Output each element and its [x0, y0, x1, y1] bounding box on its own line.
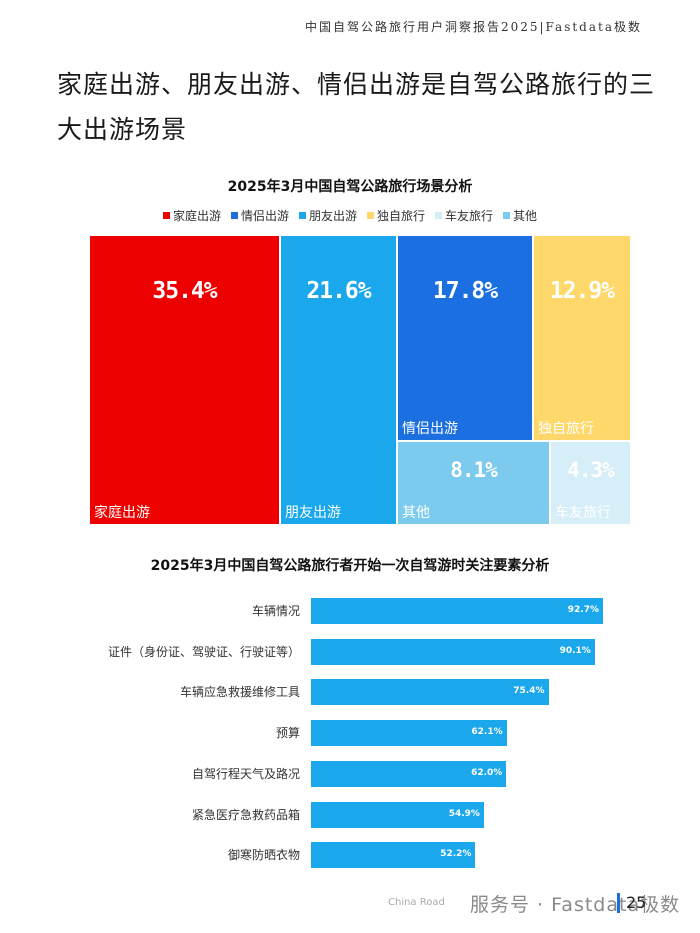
treemap-tile: 35.4% 家庭出游: [90, 236, 281, 526]
treemap-value-label: 21.6%: [306, 278, 371, 304]
legend-swatch: [435, 212, 443, 219]
treemap-title: 2025年3月中国自驾公路旅行场景分析: [227, 179, 473, 195]
treemap-legend: 家庭出游 情侣出游 朋友出游 独自旅行 车友旅行 其他: [0, 207, 700, 224]
bar: 75.4%: [311, 679, 549, 706]
treemap-value-label: 8.1%: [450, 458, 498, 482]
treemap-category-label: 情侣出游: [402, 421, 458, 437]
bar-category-label: 御寒防晒衣物: [227, 848, 300, 863]
treemap-value-label: 4.3%: [567, 458, 615, 482]
treemap-value-label: 17.8%: [432, 278, 498, 304]
treemap-tile: 12.9% 独自旅行: [534, 236, 632, 442]
legend-item: 其他: [503, 207, 537, 224]
treemap-category-label: 家庭出游: [94, 505, 150, 521]
bar-category-label: 车辆情况: [251, 604, 300, 618]
bar-row: 御寒防晒衣物 52.2%: [0, 842, 700, 869]
bar-category-label: 自驾行程天气及路况: [191, 766, 300, 781]
footer-report-name: China Road: [388, 897, 445, 908]
legend-swatch: [230, 212, 238, 219]
treemap-tile: 4.3% 车友旅行: [551, 442, 632, 526]
legend-item: 车友旅行: [435, 207, 493, 224]
treemap-tile: 17.8% 情侣出游: [398, 236, 534, 442]
bar-row: 预算 62.1%: [0, 720, 700, 747]
bar-value-label: 54.9%: [448, 808, 480, 819]
treemap-tile: 21.6% 朋友出游: [281, 236, 398, 526]
bar-value-label: 75.4%: [513, 686, 545, 697]
bar-category-label: 证件（身份证、驾驶证、行驶证等）: [107, 644, 300, 659]
bar-row: 自驾行程天气及路况 62.0%: [0, 760, 700, 787]
treemap-value-label: 12.9%: [549, 278, 615, 304]
page-headline: 家庭出游、朋友出游、情侣出游是自驾公路旅行的三大出游场景: [57, 70, 656, 144]
bar-chart-title: 2025年3月中国自驾公路旅行者开始一次自驾游时关注要素分析: [150, 558, 550, 574]
legend-label: 家庭出游: [172, 209, 221, 223]
treemap-tile: 8.1% 其他: [398, 442, 551, 526]
footer-watermark: 服务号 · Fastdata极数: [470, 894, 681, 916]
bar: 54.9%: [311, 801, 484, 828]
bar: 52.2%: [311, 842, 476, 869]
legend-label: 情侣出游: [240, 209, 289, 223]
legend-label: 车友旅行: [445, 209, 494, 223]
legend-swatch: [367, 212, 374, 219]
legend-label: 独自旅行: [377, 209, 426, 223]
bar-category-label: 车辆应急救援维修工具: [179, 685, 300, 700]
bar-row: 证件（身份证、驾驶证、行驶证等） 90.1%: [0, 638, 700, 665]
treemap-category-label: 车友旅行: [555, 505, 611, 521]
legend-swatch: [162, 212, 170, 219]
treemap-value-label: 35.4%: [152, 278, 217, 304]
legend-item: 情侣出游: [230, 207, 289, 224]
bar-row: 车辆情况 92.7%: [0, 598, 700, 624]
bar-row: 车辆应急救援维修工具 75.4%: [0, 679, 700, 706]
treemap-category-label: 独自旅行: [538, 421, 594, 437]
legend-item: 独自旅行: [367, 207, 425, 224]
bar-row: 紧急医疗急救药品箱 54.9%: [0, 801, 700, 828]
bar-value-label: 62.0%: [471, 767, 503, 778]
legend-item: 家庭出游: [162, 207, 221, 224]
bar: 62.1%: [311, 720, 507, 747]
bar-value-label: 90.1%: [559, 645, 591, 656]
page-number-accent: [617, 893, 620, 913]
page-number: 25: [626, 893, 647, 912]
bar-category-label: 预算: [275, 726, 300, 741]
legend-swatch: [298, 212, 306, 219]
bar: 90.1%: [311, 638, 595, 665]
report-header: 中国自驾公路旅行用户洞察报告2025|Fastdata极数: [304, 20, 642, 34]
legend-swatch: [503, 212, 511, 219]
bar: 92.7%: [311, 598, 603, 624]
bar: 62.0%: [311, 760, 507, 787]
legend-item: 朋友出游: [298, 207, 357, 224]
legend-label: 其他: [513, 209, 538, 223]
bar-value-label: 52.2%: [440, 849, 472, 860]
bar-value-label: 92.7%: [567, 605, 599, 615]
bar-value-label: 62.1%: [471, 727, 503, 738]
legend-label: 朋友出游: [308, 209, 357, 223]
treemap-category-label: 其他: [402, 505, 430, 521]
bar-category-label: 紧急医疗急救药品箱: [191, 807, 300, 822]
treemap-category-label: 朋友出游: [285, 505, 341, 521]
